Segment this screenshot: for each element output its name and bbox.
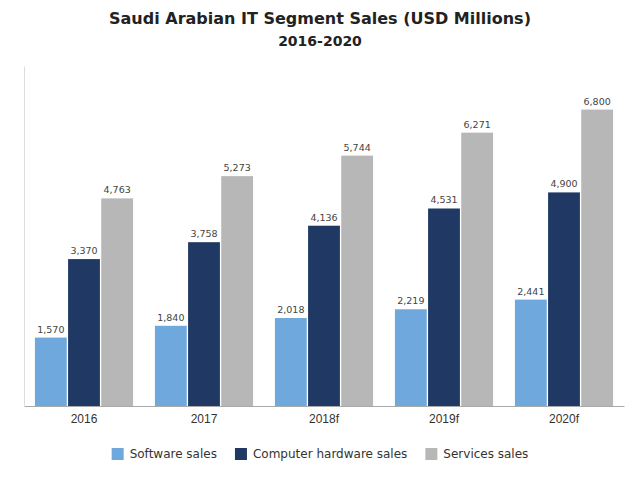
data-label: 2,018 xyxy=(277,304,304,315)
plot-area: 1,570 1,840 2,018 2,219 2,441 3,370 3,758 4,136… xyxy=(25,67,625,426)
bar xyxy=(188,242,220,406)
data-label: 1,840 xyxy=(157,312,184,323)
legend-swatch xyxy=(235,448,247,460)
data-label: 4,136 xyxy=(310,212,337,223)
bar xyxy=(581,110,613,406)
y-axis-line xyxy=(24,67,25,407)
bar xyxy=(35,338,67,406)
chart: Saudi Arabian IT Segment Sales (USD Mill… xyxy=(0,0,640,480)
bar xyxy=(461,133,493,406)
bar xyxy=(428,208,460,406)
legend-swatch xyxy=(112,448,124,460)
bar xyxy=(548,192,580,406)
y-axis xyxy=(24,67,25,407)
bar xyxy=(155,326,187,406)
bars xyxy=(35,110,613,406)
x-tick: 2017 xyxy=(191,412,218,426)
x-tick-label: 2017 xyxy=(191,412,218,426)
bar xyxy=(275,318,307,406)
x-tick: 2016 xyxy=(71,412,98,426)
legend-label: Computer hardware sales xyxy=(253,447,407,461)
bar xyxy=(395,309,427,406)
legend-item: Software sales xyxy=(112,447,217,461)
data-label: 2,441 xyxy=(517,286,544,297)
x-axis: 2016 2017 2018f 2019f 2020f xyxy=(25,407,625,426)
legend-item: Computer hardware sales xyxy=(235,447,407,461)
data-label: 1,570 xyxy=(37,324,64,335)
legend: Software sales Computer hardware sales Ser… xyxy=(112,447,529,461)
chart-container: Saudi Arabian IT Segment Sales (USD Mill… xyxy=(0,0,640,480)
data-label: 3,758 xyxy=(190,228,217,239)
bar xyxy=(341,156,373,406)
data-label: 4,531 xyxy=(430,194,457,205)
x-tick-label: 2018f xyxy=(309,412,340,426)
data-label: 5,273 xyxy=(224,162,251,173)
bar xyxy=(101,198,133,406)
bar xyxy=(515,300,547,406)
bar xyxy=(68,259,100,406)
legend-swatch xyxy=(425,448,437,460)
data-label: 6,271 xyxy=(464,119,491,130)
bar xyxy=(308,226,340,406)
data-label: 4,900 xyxy=(550,178,577,189)
x-tick-label: 2016 xyxy=(71,412,98,426)
legend-label: Services sales xyxy=(443,447,528,461)
x-axis-line xyxy=(25,406,625,407)
legend-item: Services sales xyxy=(425,447,528,461)
x-tick: 2018f xyxy=(309,412,340,426)
title: Saudi Arabian IT Segment Sales (USD Mill… xyxy=(109,9,531,28)
x-tick: 2020f xyxy=(549,412,580,426)
data-label: 2,219 xyxy=(397,295,424,306)
data-label: 3,370 xyxy=(70,245,97,256)
subtitle: 2016-2020 xyxy=(278,33,362,49)
x-tick: 2019f xyxy=(429,412,460,426)
data-label: 5,744 xyxy=(344,142,371,153)
data-label: 4,763 xyxy=(104,184,131,195)
data-label: 6,800 xyxy=(584,96,611,107)
data-labels: 1,570 1,840 2,018 2,219 2,441 3,370 3,758 4,136… xyxy=(37,96,611,335)
bar xyxy=(221,176,253,406)
legend-label: Software sales xyxy=(130,447,217,461)
x-tick-label: 2020f xyxy=(549,412,580,426)
x-tick-label: 2019f xyxy=(429,412,460,426)
